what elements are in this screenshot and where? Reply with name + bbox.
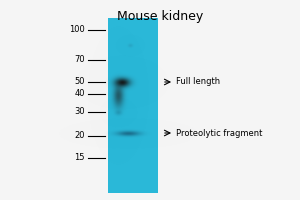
Text: 15: 15 <box>74 154 85 162</box>
Text: 70: 70 <box>74 55 85 64</box>
Text: 40: 40 <box>74 90 85 98</box>
Text: Full length: Full length <box>176 77 220 86</box>
Text: Proteolytic fragment: Proteolytic fragment <box>176 129 262 138</box>
Text: 30: 30 <box>74 108 85 116</box>
Text: 20: 20 <box>74 132 85 140</box>
Text: 50: 50 <box>74 77 85 86</box>
Text: Mouse kidney: Mouse kidney <box>117 10 203 23</box>
Text: 100: 100 <box>69 25 85 34</box>
